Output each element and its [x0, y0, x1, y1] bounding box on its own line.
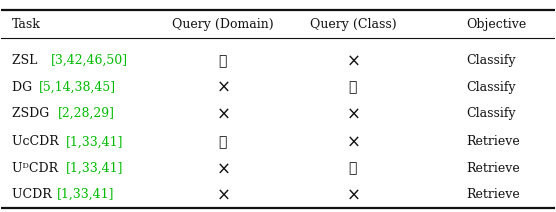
- Text: Retrieve: Retrieve: [466, 162, 520, 175]
- Text: UᴰCDR: UᴰCDR: [12, 162, 62, 175]
- Text: ✓: ✓: [219, 135, 227, 149]
- Text: UCDR: UCDR: [12, 188, 56, 201]
- Text: Query (Class): Query (Class): [310, 18, 396, 31]
- Text: Retrieve: Retrieve: [466, 135, 520, 148]
- Text: [5,14,38,45]: [5,14,38,45]: [38, 81, 116, 93]
- Text: $\times$: $\times$: [346, 104, 360, 122]
- Text: Task: Task: [12, 18, 41, 31]
- Text: [2,28,29]: [2,28,29]: [58, 107, 115, 120]
- Text: ZSDG: ZSDG: [12, 107, 53, 120]
- Text: Classify: Classify: [466, 81, 516, 93]
- Text: Retrieve: Retrieve: [466, 188, 520, 201]
- Text: $\times$: $\times$: [216, 104, 230, 122]
- Text: $\times$: $\times$: [216, 186, 230, 204]
- Text: UᴄCDR: UᴄCDR: [12, 135, 62, 148]
- Text: $\times$: $\times$: [346, 52, 360, 70]
- Text: DG: DG: [12, 81, 36, 93]
- Text: Classify: Classify: [466, 54, 516, 67]
- Text: [1,33,41]: [1,33,41]: [66, 162, 123, 175]
- Text: Classify: Classify: [466, 107, 516, 120]
- Text: [3,42,46,50]: [3,42,46,50]: [51, 54, 128, 67]
- Text: ✓: ✓: [349, 80, 357, 94]
- Text: ✓: ✓: [219, 54, 227, 68]
- Text: ZSL: ZSL: [12, 54, 41, 67]
- Text: $\times$: $\times$: [216, 159, 230, 177]
- Text: ✓: ✓: [349, 161, 357, 175]
- Text: $\times$: $\times$: [346, 186, 360, 204]
- Text: Query (Domain): Query (Domain): [172, 18, 274, 31]
- Text: [1,33,41]: [1,33,41]: [57, 188, 115, 201]
- Text: $\times$: $\times$: [216, 78, 230, 96]
- Text: $\times$: $\times$: [346, 133, 360, 151]
- Text: [1,33,41]: [1,33,41]: [66, 135, 123, 148]
- Text: Objective: Objective: [466, 18, 527, 31]
